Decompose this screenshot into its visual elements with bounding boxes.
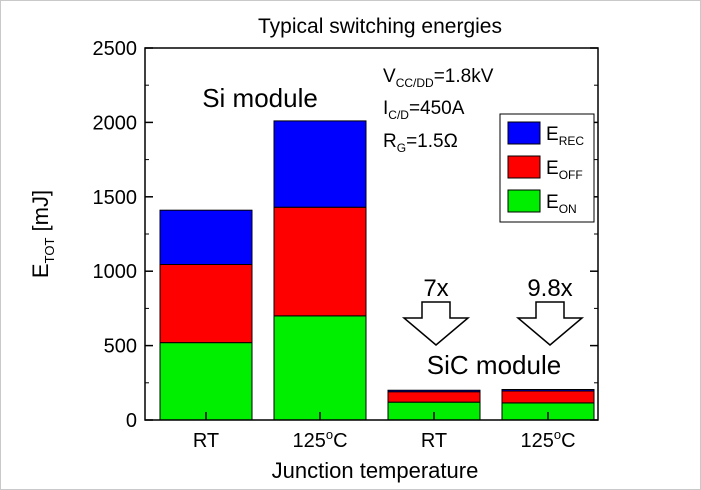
x-tick-label: RT	[193, 430, 219, 452]
factor-rt-label: 7x	[423, 275, 448, 302]
x-axis: RT 125oC RT 125oC	[193, 412, 576, 452]
plot-area: 0 500 1000 1500 2000 2500 RT 125oC RT 125oC	[93, 38, 599, 452]
down-arrow-icon	[401, 301, 471, 346]
bar-segment-rec	[387, 389, 481, 393]
y-tick-label: 1500	[93, 187, 138, 209]
x-tick-label: RT	[421, 430, 447, 452]
y-tick-label: 2500	[93, 38, 138, 60]
y-tick-label: 500	[104, 336, 137, 358]
legend-label-rec: EREC	[546, 124, 584, 148]
y-tick-label: 1000	[93, 261, 138, 283]
condition-ic: IC/D=450A	[383, 98, 465, 122]
test-conditions: VCC/DD=1.8kV IC/D=450A RG=1.5Ω	[383, 66, 494, 155]
condition-vcc: VCC/DD=1.8kV	[383, 66, 494, 90]
legend-swatch-off	[507, 155, 541, 179]
si-module-label: Si module	[202, 83, 318, 113]
x-tick-label: 125oC	[292, 427, 347, 452]
legend-swatch-on	[507, 189, 541, 213]
condition-rg: RG=1.5Ω	[383, 131, 458, 155]
bar-segment-on	[273, 315, 367, 421]
down-arrow-icon	[515, 301, 585, 346]
factor-125-label: 9.8x	[527, 275, 572, 302]
legend-label-off: EOFF	[546, 158, 583, 182]
y-axis: 0 500 1000 1500 2000 2500	[93, 38, 598, 432]
bar-group	[159, 120, 595, 421]
legend-swatch-rec	[507, 121, 541, 145]
legend-label-on: EON	[546, 192, 577, 216]
bar-segment-off	[501, 390, 595, 404]
chart-title: Typical switching energies	[258, 15, 502, 38]
bar-segment-rec	[273, 120, 367, 208]
y-axis-label: ETOT [mJ]	[28, 190, 57, 278]
x-tick-label: 125oC	[520, 427, 575, 452]
legend: EREC EOFF EON	[499, 113, 595, 223]
y-axis-label-unit: [mJ]	[28, 190, 53, 238]
bar-segment-off	[159, 264, 253, 344]
sic-module-label: SiC module	[427, 350, 561, 380]
bar-segment-off	[387, 391, 481, 403]
y-tick-label: 0	[126, 410, 137, 432]
bar-segment-on	[159, 342, 253, 421]
bar-segment-off	[273, 206, 367, 317]
y-axis-label-main: E	[28, 263, 53, 278]
bar-segment-rec	[501, 388, 595, 392]
x-axis-label: Junction temperature	[272, 458, 479, 483]
y-axis-label-sub: TOT	[42, 238, 57, 264]
bar-segment-rec	[159, 209, 253, 266]
y-tick-label: 2000	[93, 112, 138, 134]
